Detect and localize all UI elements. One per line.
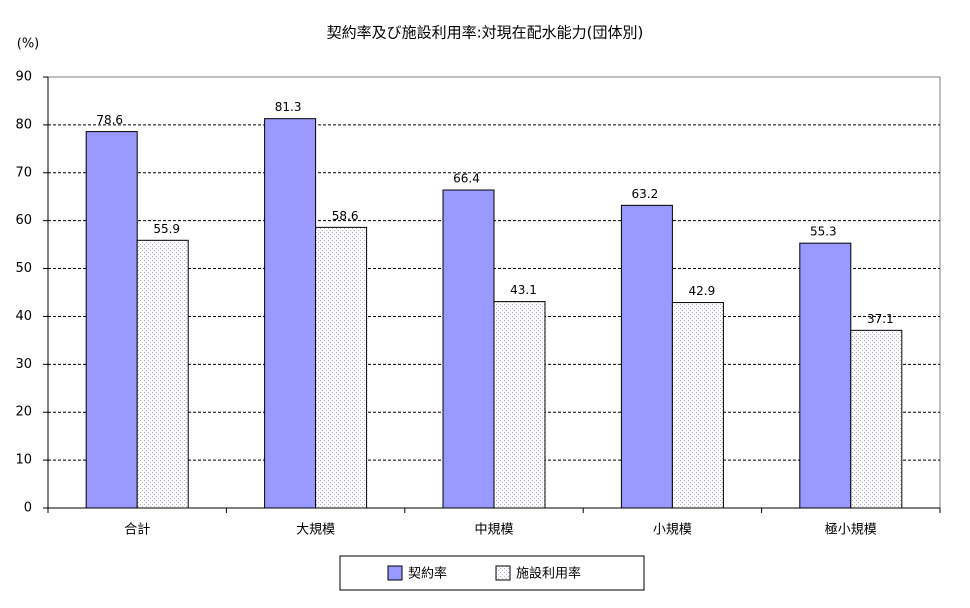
y-tick-label: 40 (15, 309, 32, 324)
bar (850, 329, 903, 509)
y-axis-label: (%) (17, 37, 40, 52)
value-label: 63.2 (632, 187, 659, 201)
bar (315, 226, 368, 509)
bar (620, 204, 673, 509)
value-label: 66.4 (453, 172, 480, 186)
x-tick-label: 小規模 (653, 523, 692, 538)
legend-label: 施設利用率 (516, 566, 581, 582)
bar (264, 118, 317, 509)
y-tick-label: 50 (15, 261, 32, 276)
bar (85, 131, 138, 509)
y-tick-label: 30 (15, 357, 32, 372)
x-tick-label: 合計 (124, 522, 150, 538)
y-tick-label: 60 (15, 213, 32, 228)
legend-box (339, 555, 645, 591)
x-tick-label: 大規模 (296, 523, 335, 538)
value-label: 42.9 (689, 284, 716, 298)
x-tick-label: 中規模 (474, 523, 513, 538)
bar (799, 242, 852, 509)
y-tick-label: 90 (15, 70, 32, 85)
x-tick-label: 極小規模 (825, 522, 877, 538)
chart-title: 契約率及び施設利用率:対現在配水能力(団体別) (327, 24, 644, 42)
y-tick-label: 0 (24, 501, 32, 516)
value-label: 78.6 (96, 113, 123, 127)
value-label: 81.3 (275, 100, 302, 114)
value-label: 58.6 (332, 209, 359, 223)
bar (136, 239, 189, 509)
bar (671, 302, 724, 509)
legend-swatch (495, 565, 511, 581)
value-label: 55.9 (153, 222, 180, 236)
legend-label: 契約率 (408, 566, 447, 582)
legend-swatch (387, 565, 403, 581)
bar (493, 301, 546, 509)
bar (442, 189, 495, 509)
y-tick-label: 70 (15, 165, 32, 180)
value-label: 37.1 (867, 312, 894, 326)
y-tick-label: 20 (15, 405, 32, 420)
value-label: 55.3 (810, 225, 837, 239)
value-label: 43.1 (510, 283, 537, 297)
y-tick-label: 10 (15, 453, 32, 468)
y-tick-label: 80 (15, 117, 32, 132)
